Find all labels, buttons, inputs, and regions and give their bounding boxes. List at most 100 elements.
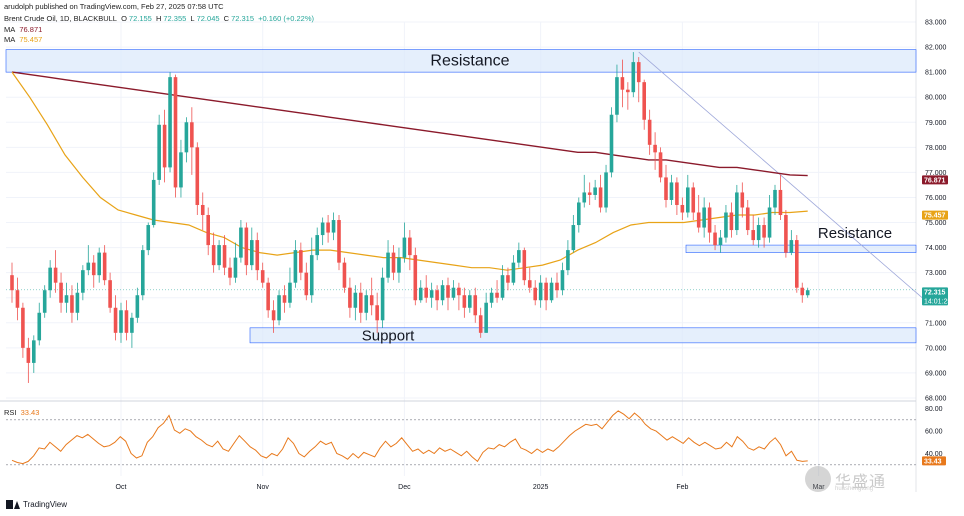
candle-body-100: [555, 282, 559, 291]
rsi-tick-label-1: 60.00: [925, 429, 943, 436]
candle-body-108: [598, 187, 603, 208]
candle-body-65: [364, 295, 369, 313]
candle-body-77: [429, 290, 434, 298]
candle-body-24: [141, 250, 145, 296]
candle-body-41: [233, 257, 238, 278]
time-tick-label-4: Feb: [676, 484, 688, 491]
symbol-name[interactable]: Brent Crude Oil, 1D, BLACKBULL: [4, 14, 117, 23]
candle-body-66: [369, 295, 374, 306]
zone-rect-0: [5, 49, 917, 73]
price-tick-label-9: 74.000: [925, 245, 947, 252]
candle-body-136: [751, 230, 755, 241]
time-tick-label-5: Mar: [813, 484, 826, 491]
ma-long-legend[interactable]: MA 76.871: [4, 25, 44, 34]
candle-body-34: [195, 147, 200, 205]
ma-short-legend[interactable]: MA 75.457: [4, 35, 44, 44]
candle-body-46: [260, 270, 265, 283]
price-tick-label-12: 71.000: [925, 320, 947, 327]
candle-body-118: [653, 144, 657, 153]
candle-body-15: [91, 262, 96, 276]
candle-body-93: [517, 250, 521, 263]
annotation-label-1: Resistance: [818, 225, 892, 242]
candle-body-1: [15, 290, 20, 308]
ohlc-change: +0.160 (+0.22%): [258, 14, 314, 23]
candle-body-69: [386, 252, 390, 278]
candle-body-75: [418, 287, 423, 301]
price-tick-label-15: 68.000: [925, 396, 947, 403]
candle-body-52: [293, 250, 298, 283]
candle-body-36: [206, 215, 210, 246]
candle-body-126: [696, 212, 701, 228]
tradingview-brand-text: TradingView: [23, 500, 68, 509]
annotation-label-0: Resistance: [430, 53, 509, 70]
publisher-line: arudolph published on TradingView.com, F…: [4, 2, 226, 11]
ma-short-label: MA: [4, 35, 16, 44]
candle-body-19: [113, 307, 118, 333]
candle-body-90: [500, 275, 505, 298]
candle-body-138: [762, 225, 766, 238]
candle-body-127: [702, 207, 706, 228]
candle-body-94: [522, 250, 527, 281]
candle-body-112: [620, 77, 625, 90]
price-tick-label-7: 76.000: [925, 195, 947, 202]
candle-body-30: [173, 77, 178, 188]
publisher-text: arudolph published on TradingView.com, F…: [4, 2, 224, 11]
watermark-logo-icon: [805, 466, 831, 492]
candle-body-74: [413, 255, 418, 301]
candle-body-38: [217, 245, 221, 266]
candle-body-72: [402, 237, 407, 258]
candle-body-42: [239, 227, 243, 258]
candle-body-11: [70, 295, 74, 313]
candle-body-4: [32, 340, 36, 363]
candle-body-84: [468, 295, 472, 308]
candle-body-125: [691, 187, 696, 213]
price-tick-label-10: 73.000: [925, 270, 947, 277]
symbol-line: Brent Crude Oil, 1D, BLACKBULL O 72.155 H…: [4, 14, 316, 23]
candle-body-89: [495, 292, 499, 298]
last-price-label-bg: [922, 287, 948, 306]
candle-body-116: [642, 82, 646, 120]
candle-body-9: [59, 282, 63, 303]
candle-body-91: [506, 275, 510, 283]
watermark: 华盛通 huashengtong: [805, 464, 955, 496]
candle-body-124: [686, 187, 690, 213]
candle-body-6: [42, 290, 47, 313]
candle-body-45: [255, 240, 260, 271]
candle-body-13: [81, 270, 85, 293]
candle-body-86: [478, 315, 483, 333]
ohlc-l-label: L: [190, 14, 195, 23]
rsi-line: [11, 410, 808, 465]
candle-body-96: [533, 287, 537, 301]
candle-body-92: [511, 262, 516, 283]
candle-body-44: [250, 240, 254, 266]
annotation-label-2: Support: [362, 327, 415, 344]
candle-body-139: [767, 207, 772, 238]
candle-body-62: [348, 287, 352, 308]
candle-body-59: [331, 220, 336, 233]
candle-body-49: [277, 295, 281, 321]
candle-body-20: [119, 310, 123, 333]
candle-body-50: [282, 295, 287, 303]
candle-body-115: [636, 62, 641, 83]
price-tick-label-3: 80.000: [925, 95, 947, 102]
candle-body-128: [707, 207, 712, 233]
candle-body-0: [10, 275, 14, 291]
tradingview-brand[interactable]: TradingView: [6, 500, 67, 509]
candle-body-57: [320, 222, 325, 236]
candle-body-27: [157, 124, 161, 180]
candle-body-14: [86, 262, 91, 271]
candle-body-104: [577, 202, 581, 226]
candle-body-111: [615, 77, 619, 115]
rsi-legend[interactable]: RSI 33.43: [4, 408, 41, 417]
time-tick-label-1: Nov: [256, 484, 269, 491]
candle-body-103: [571, 225, 576, 251]
candle-body-98: [544, 282, 548, 301]
candle-body-105: [582, 192, 587, 203]
rsi-tick-label-0: 80.00: [925, 406, 943, 413]
candle-body-79: [440, 285, 445, 301]
ohlc-o-label: O: [121, 14, 127, 23]
ohlc-c-label: C: [223, 14, 230, 23]
candle-body-60: [337, 220, 341, 263]
candle-body-47: [266, 282, 270, 311]
candle-body-33: [190, 122, 194, 148]
